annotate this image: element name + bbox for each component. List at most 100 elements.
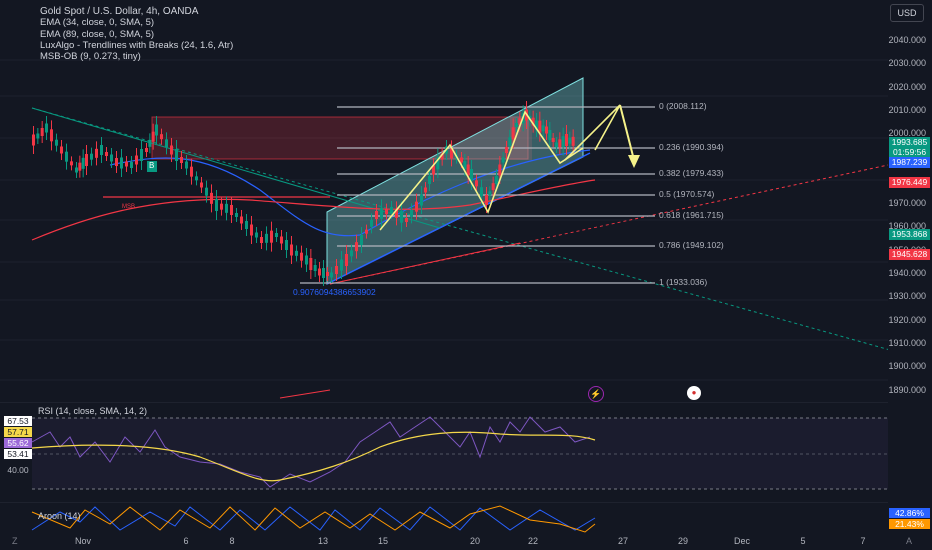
price-axis-label: 2020.000 [888, 81, 926, 92]
candle-body [335, 266, 338, 274]
candle-body [275, 233, 278, 237]
order-block-zone [151, 116, 529, 160]
candle-body [415, 201, 418, 212]
candle-body [360, 235, 363, 245]
indicator-luxalgo[interactable]: LuxAlgo - Trendlines with Breaks (24, 1.… [40, 39, 234, 51]
symbol-title[interactable]: Gold Spot / U.S. Dollar, 4h, OANDA [40, 6, 199, 17]
aroon-up-line [31, 506, 596, 531]
candle-body [190, 166, 193, 177]
candle-body [309, 258, 313, 270]
buy-marker-label: B [149, 161, 155, 170]
fib-level-label: 0.236 (1990.394) [659, 142, 724, 152]
fib-level-label: 1 (1933.036) [659, 277, 708, 287]
indicator-ema-89[interactable]: EMA (89, close, 0, SMA, 5) [40, 28, 155, 40]
fib-level-label: 0.382 (1979.433) [659, 168, 724, 178]
rsi-sma-line [31, 431, 596, 482]
indicator-legend: Gold Spot / U.S. Dollar, 4h, OANDA EMA (… [40, 6, 233, 62]
candle-body [380, 207, 383, 219]
candle-body [466, 164, 470, 176]
candle-body [151, 131, 155, 142]
candle-body [155, 124, 158, 136]
candle-body [555, 142, 558, 148]
price-axis-label: 2030.000 [888, 58, 926, 69]
candle-body [440, 153, 444, 160]
price-badge: 1987.239 [889, 157, 930, 168]
ema-89 [31, 179, 596, 241]
candle-body [400, 210, 403, 223]
time-axis-label: 5 [800, 536, 806, 546]
time-axis-label: 8 [229, 536, 235, 546]
rsi-pane[interactable] [0, 402, 888, 502]
candle-body [100, 145, 103, 155]
candle-body [215, 199, 218, 211]
candle-body [538, 120, 542, 133]
candle-body [270, 230, 273, 243]
candle-body [55, 139, 58, 146]
candle-body [125, 161, 128, 167]
candle-body [280, 236, 283, 244]
price-axis-label: 1910.000 [888, 337, 926, 348]
candle-body [165, 139, 168, 148]
candle-body [505, 147, 508, 153]
candle-body [568, 137, 572, 144]
price-axis-label: 1890.000 [888, 384, 926, 395]
candle-body [488, 191, 492, 196]
candle-body [105, 152, 108, 156]
candle-body [463, 161, 467, 169]
candle-body [290, 244, 293, 256]
time-axis-label: Nov [74, 536, 92, 546]
fib-level-label: 0.618 (1961.715) [659, 210, 724, 220]
candle-body [498, 164, 502, 176]
candle-body [175, 149, 178, 161]
price-axis-label: 2040.000 [888, 35, 926, 45]
price-badge: 1953.868 [889, 229, 930, 240]
candle-body [545, 126, 548, 134]
price-axis-label: 1940.000 [888, 268, 926, 278]
candle-body [285, 240, 288, 250]
indicator-ema-34[interactable]: EMA (34, close, 0, SMA, 5) [40, 17, 155, 29]
rsi-legend[interactable]: RSI (14, close, SMA, 14, 2) [38, 406, 148, 416]
candle-body [36, 133, 40, 139]
us-flag-event-icon[interactable]: ● [687, 386, 701, 400]
candle-body [230, 205, 233, 215]
candle-body [200, 182, 203, 188]
aroon-legend[interactable]: Aroon (14) [38, 511, 81, 521]
rising-channel [326, 77, 584, 285]
candle-body [90, 153, 93, 160]
candle-body [300, 252, 303, 261]
indicator-msb-ob[interactable]: MSB-OB (9, 0.273, tiny) [40, 51, 141, 63]
candle-body [185, 161, 188, 169]
candle-body [115, 158, 118, 166]
candle-body [424, 187, 427, 193]
price-axis-label: 2010.000 [888, 104, 926, 115]
price-badge: 01:59:56 [889, 147, 930, 158]
auto-scale-corner[interactable]: A [906, 536, 913, 546]
candle-body [40, 128, 44, 136]
candle-body [305, 255, 308, 265]
candle-body [78, 162, 82, 171]
candle-body [225, 203, 228, 213]
ema-34 [109, 149, 591, 237]
candle-body [436, 157, 440, 170]
candle-body [501, 157, 505, 163]
candle-body [515, 123, 518, 127]
candle-body [561, 136, 565, 148]
candle-body [322, 268, 325, 278]
candle-body [571, 136, 575, 146]
candle-body [511, 127, 515, 140]
candle-body [480, 187, 483, 197]
candle-body [390, 207, 393, 213]
time-axis-label: 7 [860, 536, 866, 546]
currency-button[interactable]: USD [890, 4, 924, 22]
time-axis-label: 29 [677, 536, 689, 546]
aroon-pane[interactable] [0, 502, 888, 534]
candle-body [541, 125, 545, 132]
time-axis-label: Dec [733, 536, 751, 546]
rsi-value-badge: 53.41 [4, 449, 32, 459]
time-axis-label: 13 [317, 536, 329, 546]
lightning-event-icon[interactable]: ⚡ [588, 386, 604, 402]
candle-body [148, 139, 152, 147]
main-chart[interactable] [0, 0, 888, 400]
candle-body [558, 139, 562, 148]
zoom-corner-left[interactable]: Z [12, 536, 18, 546]
